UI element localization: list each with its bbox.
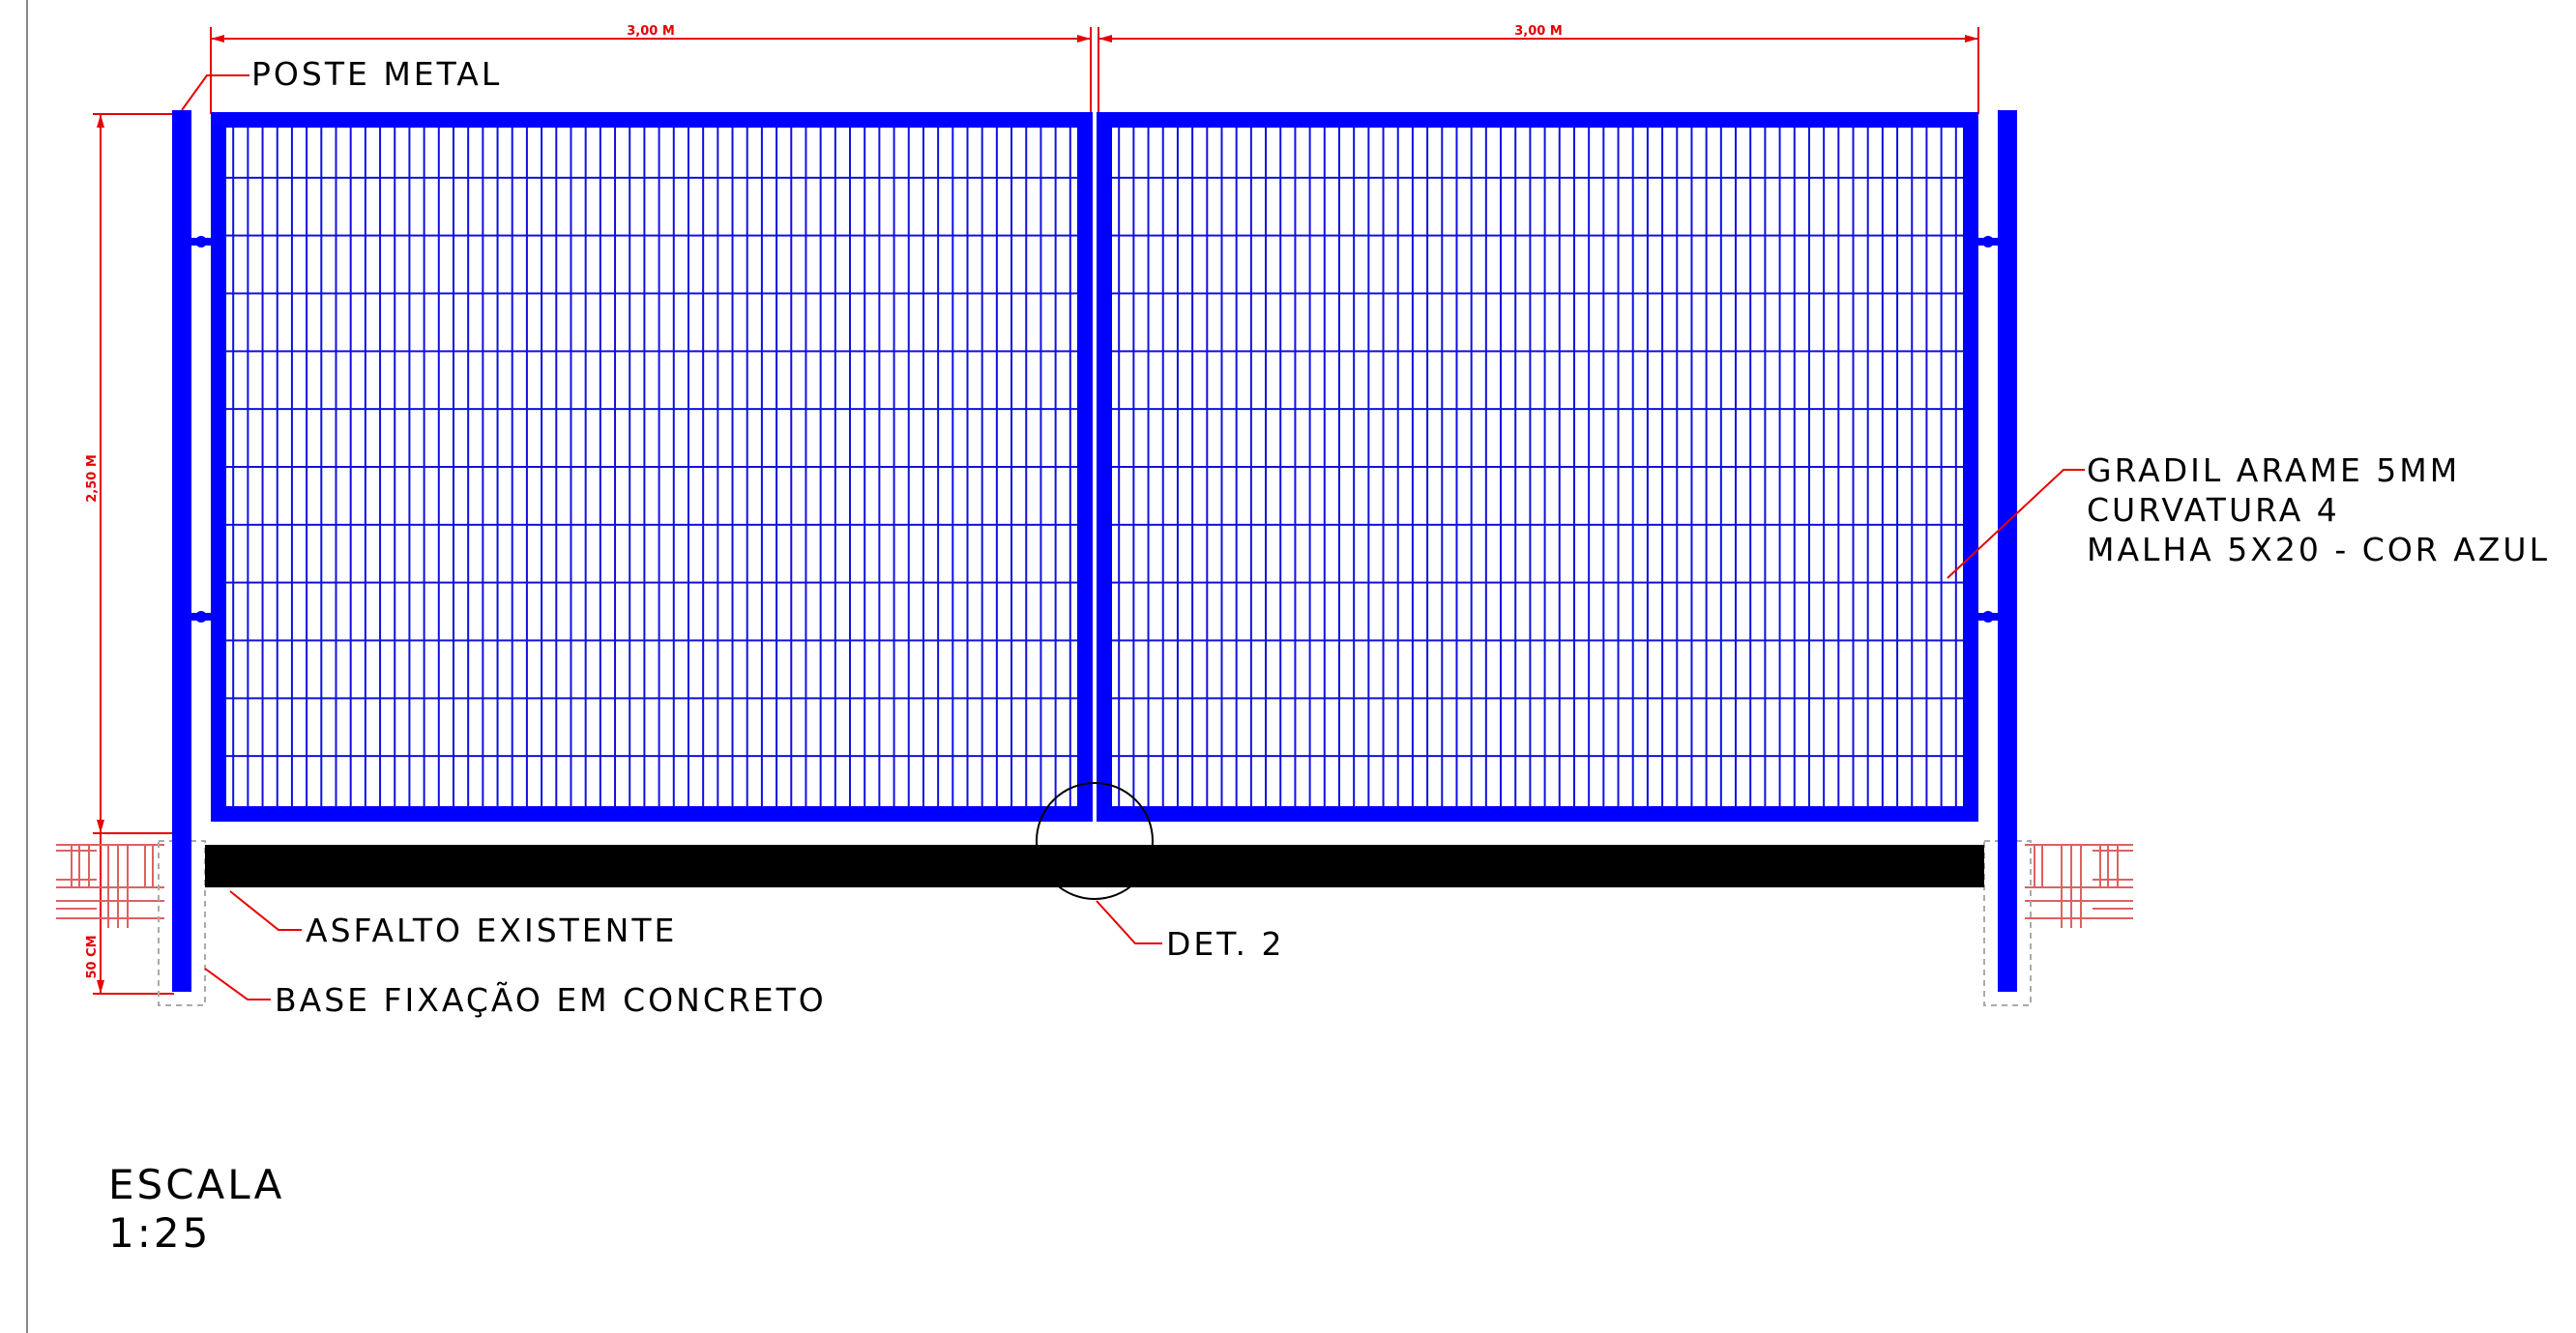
width-dimension: 3,00 M 3,00 M (210, 24, 1979, 114)
dim-foundation-depth: 50 CM (85, 935, 100, 978)
leader-detail (1096, 900, 1162, 944)
label-mesh-line2: CURVATURA 4 (2087, 491, 2340, 529)
metal-post-left (172, 110, 191, 992)
label-base: BASE FIXAÇÃO EM CONCRETO (275, 981, 827, 1019)
scale-value: 1:25 (108, 1209, 211, 1257)
metal-post-right (1998, 110, 2017, 992)
label-detail: DET. 2 (1166, 925, 1284, 963)
soil-hatch-right (2025, 844, 2133, 928)
panel-frame-right (1097, 112, 1978, 822)
height-dimension: 2,50 M 50 CM (85, 113, 184, 995)
leader-asphalt (229, 890, 302, 931)
scale-title: ESCALA (108, 1161, 284, 1208)
post-clamps (191, 236, 1998, 623)
leader-base (204, 968, 271, 1000)
leader-mesh (1947, 469, 2085, 579)
label-post: POSTE METAL (251, 55, 502, 93)
label-mesh-line1: GRADIL ARAME 5MM (2087, 451, 2460, 489)
dim-left-panel-width: 3,00 M (627, 24, 675, 39)
label-mesh-line3: MALHA 5X20 - COR AZUL (2087, 531, 2550, 568)
asphalt-strip (205, 845, 1984, 887)
mesh-panel-right (1104, 120, 1971, 814)
soil-hatch-left (56, 844, 164, 928)
dim-right-panel-width: 3,00 M (1514, 24, 1563, 39)
leader-post (181, 74, 249, 111)
mesh-panel-left (219, 120, 1085, 814)
panel-frame-left (211, 112, 1093, 822)
dim-height: 2,50 M (85, 454, 100, 503)
detail-circle (1036, 782, 1154, 900)
label-asphalt: ASFALTO EXISTENTE (306, 912, 677, 949)
